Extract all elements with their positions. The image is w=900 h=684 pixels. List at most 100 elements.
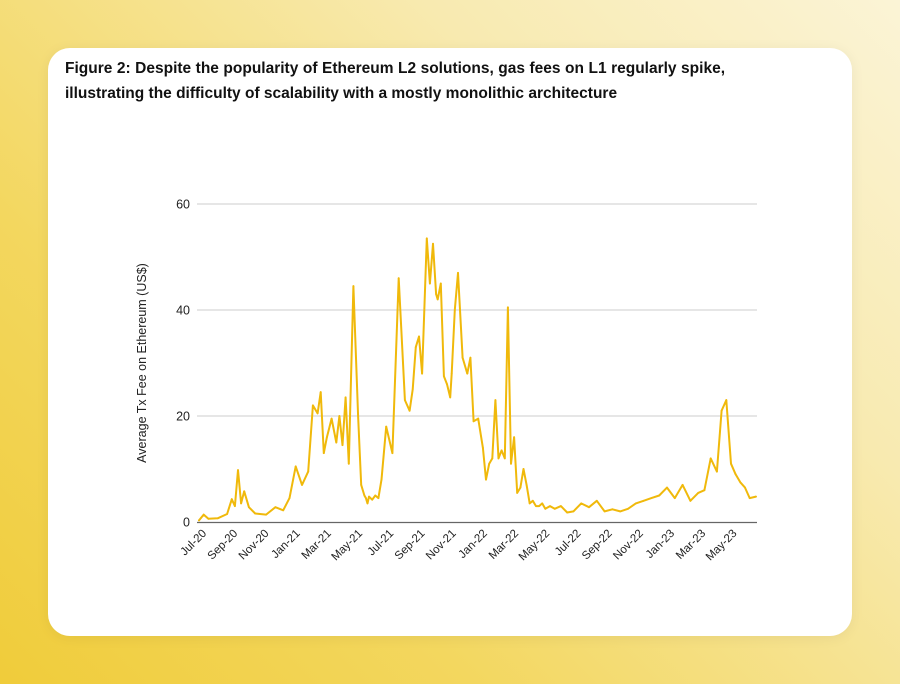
data-point bbox=[391, 452, 394, 454]
data-point bbox=[730, 462, 732, 465]
data-point bbox=[330, 417, 333, 420]
data-point bbox=[338, 415, 341, 417]
data-point bbox=[503, 457, 506, 460]
data-point bbox=[265, 513, 267, 516]
data-point bbox=[198, 519, 200, 522]
data-point bbox=[411, 388, 414, 391]
data-point bbox=[500, 449, 503, 452]
data-point bbox=[755, 495, 757, 498]
data-point bbox=[207, 517, 210, 520]
data-point bbox=[316, 412, 319, 415]
data-point bbox=[519, 486, 522, 489]
data-point bbox=[516, 492, 519, 494]
data-point bbox=[365, 497, 367, 499]
data-point bbox=[248, 506, 250, 509]
data-point bbox=[720, 409, 723, 412]
data-point bbox=[226, 513, 229, 515]
data-point bbox=[439, 282, 442, 285]
data-point bbox=[703, 489, 706, 492]
data-point bbox=[619, 510, 622, 513]
data-point bbox=[288, 497, 291, 499]
data-point bbox=[544, 507, 547, 510]
data-point bbox=[744, 486, 746, 489]
x-tick-label: Sep-21 bbox=[393, 528, 428, 563]
x-tick-label: Nov-22 bbox=[611, 528, 646, 563]
figure-card bbox=[48, 48, 852, 636]
data-point bbox=[457, 272, 459, 274]
data-point bbox=[469, 356, 472, 359]
data-point bbox=[301, 484, 303, 486]
data-point bbox=[535, 505, 537, 507]
data-point bbox=[734, 473, 737, 476]
data-point bbox=[436, 298, 439, 301]
data-point bbox=[642, 499, 645, 502]
data-point bbox=[341, 444, 344, 446]
x-tick-label: Mar-22 bbox=[487, 528, 521, 562]
data-point bbox=[522, 468, 525, 470]
data-point bbox=[588, 506, 590, 509]
data-point bbox=[374, 494, 377, 497]
x-tick-label: Mar-23 bbox=[674, 528, 708, 562]
data-point bbox=[254, 512, 257, 515]
data-point bbox=[595, 499, 598, 502]
x-tick-label: Jan-22 bbox=[457, 528, 490, 561]
data-point bbox=[294, 465, 297, 468]
data-point bbox=[243, 490, 246, 493]
data-point bbox=[432, 242, 434, 245]
data-point bbox=[319, 391, 322, 393]
y-tick-label: 60 bbox=[176, 198, 190, 212]
data-point bbox=[634, 502, 637, 505]
data-point bbox=[421, 372, 423, 375]
data-point bbox=[689, 499, 692, 502]
data-point bbox=[344, 396, 347, 399]
data-point bbox=[709, 457, 712, 460]
data-point bbox=[494, 399, 497, 401]
data-point bbox=[716, 470, 718, 473]
data-point bbox=[446, 383, 448, 386]
data-point bbox=[453, 309, 456, 311]
data-point bbox=[234, 505, 236, 507]
data-point bbox=[274, 506, 277, 509]
data-point bbox=[697, 492, 700, 494]
data-point bbox=[326, 436, 328, 439]
data-point bbox=[418, 335, 420, 338]
data-point bbox=[347, 462, 350, 465]
data-point bbox=[429, 282, 431, 285]
data-point bbox=[658, 494, 661, 497]
x-tick-label: Nov-21 bbox=[424, 528, 459, 563]
data-point bbox=[380, 478, 383, 481]
x-tick-label: May-22 bbox=[517, 528, 553, 564]
data-point bbox=[363, 494, 366, 497]
data-point bbox=[282, 509, 285, 512]
x-tick-label: Jan-23 bbox=[644, 528, 677, 561]
series-line-average-tx-fee bbox=[198, 237, 757, 522]
data-point bbox=[566, 511, 569, 514]
y-tick-label: 0 bbox=[183, 516, 190, 530]
data-point bbox=[307, 470, 310, 473]
data-point bbox=[435, 293, 437, 295]
data-point bbox=[202, 513, 205, 516]
data-point bbox=[725, 399, 728, 401]
data-point bbox=[322, 452, 325, 454]
x-tick-label: May-21 bbox=[330, 528, 366, 564]
data-point bbox=[739, 481, 742, 484]
data-point bbox=[510, 462, 512, 465]
data-point bbox=[472, 420, 475, 423]
data-point bbox=[681, 484, 684, 486]
data-point bbox=[443, 375, 445, 378]
data-point bbox=[666, 486, 668, 489]
gridlines bbox=[197, 203, 757, 417]
data-point bbox=[528, 502, 531, 505]
data-point bbox=[497, 457, 500, 460]
data-point bbox=[357, 415, 359, 417]
data-point bbox=[507, 306, 509, 309]
data-point bbox=[404, 399, 406, 401]
x-tick-label: Sep-20 bbox=[206, 528, 241, 563]
data-point bbox=[513, 436, 515, 439]
x-tick-label: Jan-21 bbox=[269, 528, 302, 561]
data-point bbox=[352, 285, 355, 287]
data-point bbox=[425, 237, 428, 240]
data-point bbox=[450, 372, 453, 375]
